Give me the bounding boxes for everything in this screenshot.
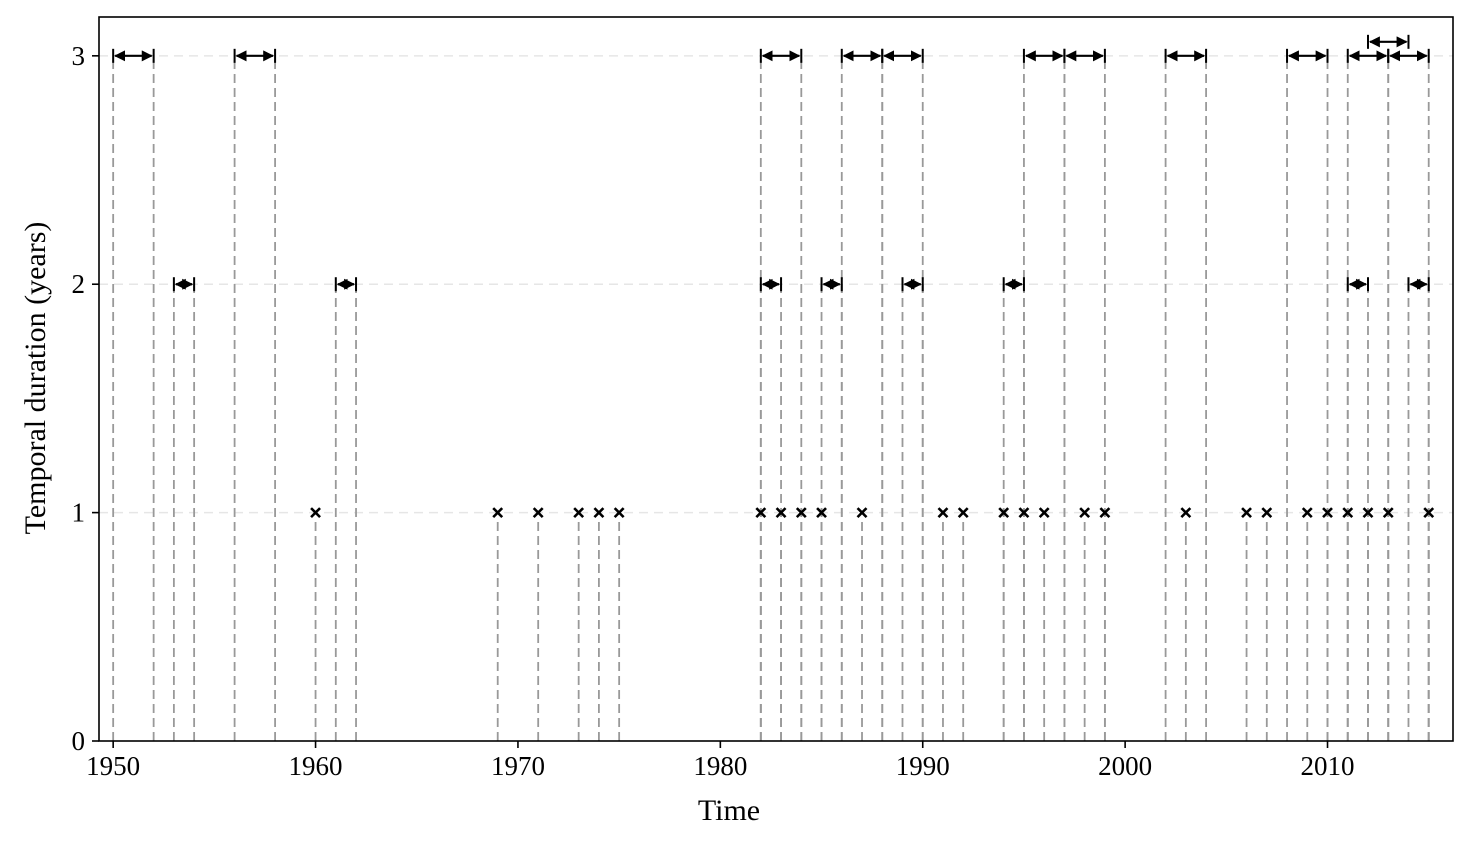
- x-tick-label: 1990: [896, 751, 950, 781]
- x-tick-label: 1980: [693, 751, 747, 781]
- one-year-marker: [573, 507, 585, 519]
- marker-stroke: [1079, 507, 1091, 519]
- marker-stroke: [957, 507, 969, 519]
- plot-frame: [98, 16, 1454, 742]
- marker-stroke: [1018, 507, 1030, 519]
- one-year-marker: [1261, 507, 1273, 519]
- one-year-marker: [593, 507, 605, 519]
- marker-stroke: [937, 507, 949, 519]
- one-year-marker: [1079, 507, 1091, 519]
- marker-stroke: [816, 507, 827, 519]
- marker-stroke: [613, 507, 625, 519]
- one-year-marker: [755, 507, 767, 519]
- marker-stroke: [795, 507, 807, 519]
- one-year-marker: [816, 507, 827, 519]
- x-tick-label: 1950: [86, 751, 140, 781]
- y-tick-label: 1: [72, 498, 86, 528]
- one-year-marker: [957, 507, 969, 519]
- one-year-marker: [613, 507, 625, 519]
- marker-stroke: [492, 507, 504, 519]
- one-year-marker: [532, 507, 544, 519]
- one-year-marker: [1038, 507, 1050, 519]
- marker-stroke: [755, 507, 767, 519]
- x-tick-label: 1970: [491, 751, 545, 781]
- marker-stroke: [1099, 507, 1111, 519]
- y-tick-label: 2: [72, 269, 86, 299]
- reference-lines: [112, 55, 1430, 741]
- marker-stroke: [1241, 507, 1252, 519]
- marker-stroke: [593, 507, 605, 519]
- marker-stroke: [573, 507, 585, 519]
- one-year-marker: [492, 507, 504, 519]
- x-tick-label: 2010: [1301, 751, 1355, 781]
- marker-stroke: [1382, 507, 1394, 519]
- one-year-marker: [1423, 507, 1435, 519]
- one-year-marker: [1180, 507, 1192, 519]
- one-year-marker: [937, 507, 949, 519]
- one-year-marker: [775, 507, 787, 519]
- one-year-marker: [1362, 507, 1374, 519]
- x-tick-label: 1960: [289, 751, 343, 781]
- marker-stroke: [1342, 507, 1354, 519]
- one-year-marker: [1342, 507, 1354, 519]
- one-year-marker: [795, 507, 807, 519]
- one-year-marker: [998, 507, 1010, 519]
- one-year-marker: [1018, 507, 1030, 519]
- marker-stroke: [1362, 507, 1374, 519]
- one-year-marker: [1382, 507, 1394, 519]
- y-tick-label: 3: [72, 41, 86, 71]
- y-tick-label: 0: [72, 726, 86, 756]
- marker-stroke: [1261, 507, 1273, 519]
- marker-stroke: [310, 507, 321, 519]
- event-marks: [112, 34, 1435, 519]
- x-axis-title: Time: [698, 794, 760, 827]
- marker-stroke: [1322, 507, 1333, 519]
- marker-stroke: [1180, 507, 1192, 519]
- marker-stroke: [998, 507, 1010, 519]
- marker-stroke: [532, 507, 544, 519]
- axis-ticks: 1950 1960 1970 1980 1990 2000 2010 0 1 2 3: [72, 41, 1355, 781]
- one-year-marker: [1301, 507, 1313, 519]
- one-year-marker: [310, 507, 321, 519]
- marker-stroke: [1423, 507, 1435, 519]
- marker-stroke: [856, 507, 868, 519]
- marker-stroke: [775, 507, 787, 519]
- one-year-marker: [1099, 507, 1111, 519]
- one-year-marker: [1322, 507, 1333, 519]
- one-year-marker: [1241, 507, 1252, 519]
- y-axis-title: Temporal duration (years): [19, 222, 52, 535]
- one-year-marker: [856, 507, 868, 519]
- x-tick-label: 2000: [1098, 751, 1152, 781]
- marker-stroke: [1301, 507, 1313, 519]
- marker-stroke: [1038, 507, 1050, 519]
